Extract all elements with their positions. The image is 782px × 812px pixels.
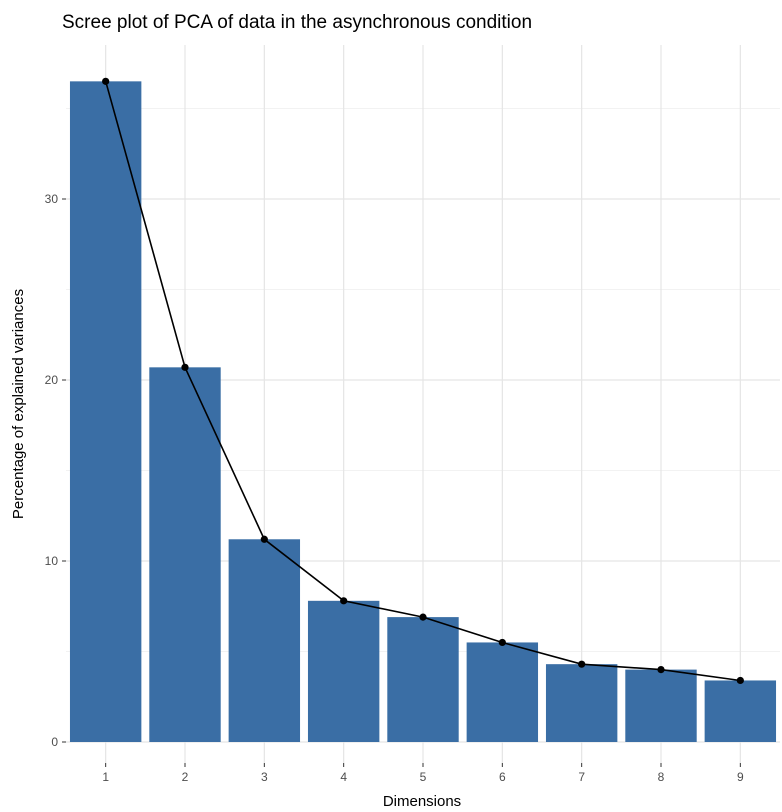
scree-line [102, 77, 744, 685]
point-7 [578, 660, 586, 668]
point-3 [260, 535, 268, 543]
point-1 [102, 77, 110, 85]
point-4 [340, 597, 348, 605]
x-tick-label: 7 [578, 770, 585, 784]
y-tick-label: 10 [45, 554, 59, 568]
bar-2 [149, 367, 221, 742]
bar-1 [69, 81, 142, 743]
axes: 0 10 20 30 1 2 3 4 5 6 7 8 9 [45, 192, 744, 784]
point-8 [657, 666, 665, 674]
bar-9 [704, 680, 777, 742]
point-5 [419, 613, 427, 621]
x-tick-label: 1 [102, 770, 109, 784]
x-tick-label: 4 [340, 770, 347, 784]
bar-7 [545, 664, 618, 742]
x-tick-label: 5 [420, 770, 427, 784]
x-tick-label: 8 [658, 770, 665, 784]
x-axis-title: Dimensions [383, 793, 461, 810]
x-tick-label: 6 [499, 770, 506, 784]
bars [69, 81, 777, 743]
y-tick-label: 0 [51, 735, 58, 749]
point-2 [181, 363, 189, 371]
bar-4 [307, 600, 380, 742]
y-tick-label: 30 [45, 192, 59, 206]
chart-title: Scree plot of PCA of data in the asynchr… [62, 12, 532, 33]
point-9 [736, 676, 744, 685]
x-tick-label: 3 [261, 770, 268, 784]
y-axis-title: Percentage of explained variances [10, 289, 27, 519]
point-6 [498, 638, 506, 647]
bar-6 [466, 642, 539, 742]
bar-8 [625, 669, 697, 742]
x-tick-label: 2 [182, 770, 189, 784]
x-tick-label: 9 [737, 770, 744, 784]
bar-3 [228, 539, 301, 742]
bar-5 [387, 617, 459, 742]
y-tick-label: 20 [45, 373, 59, 387]
